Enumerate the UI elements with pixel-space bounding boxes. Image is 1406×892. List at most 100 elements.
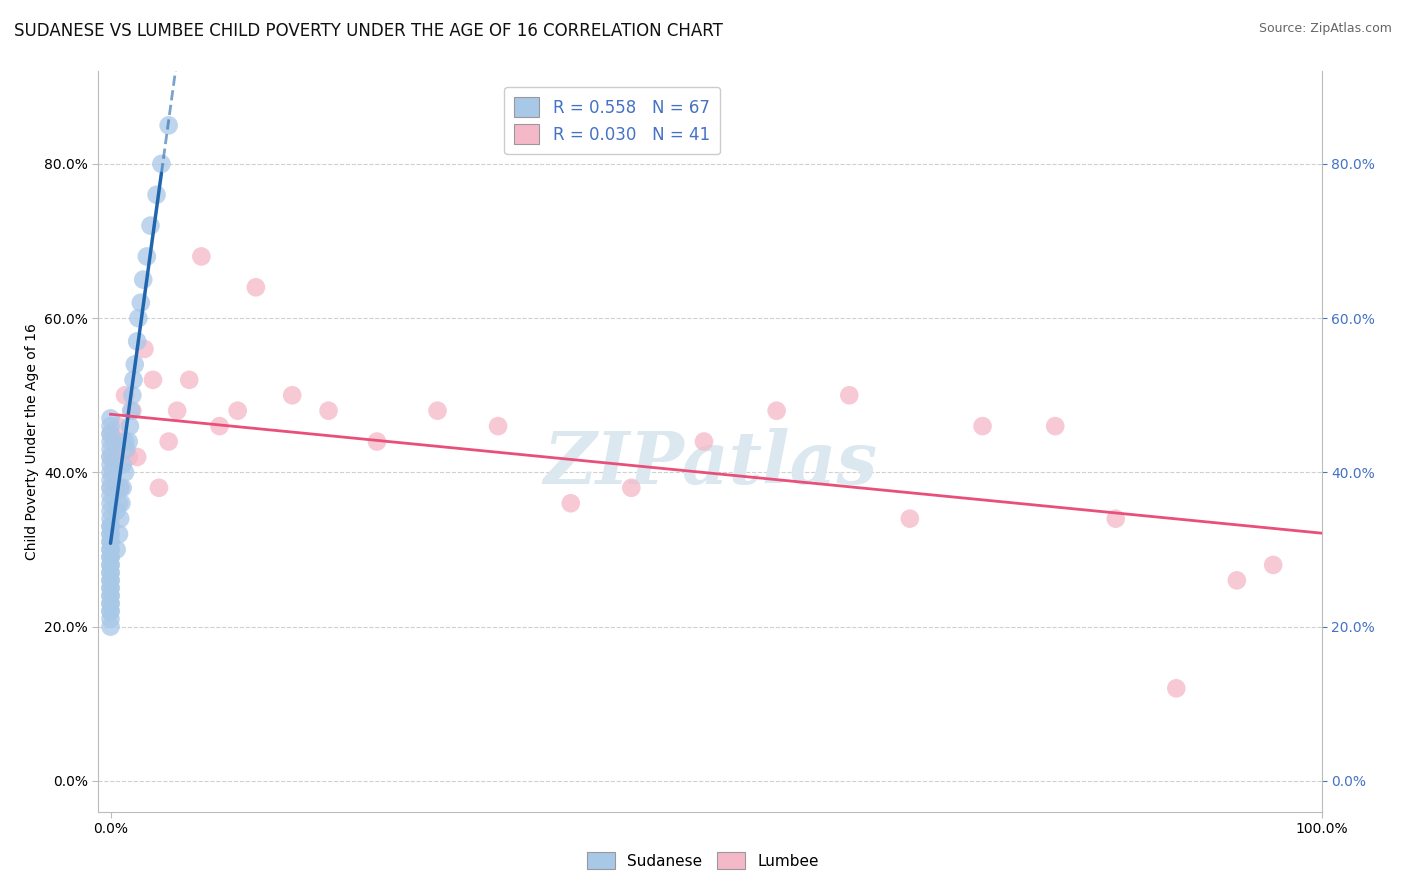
Point: [100, 466, 122, 480]
Point: [114, 466, 136, 480]
Point: [100, 581, 122, 595]
Text: ZIPatlas: ZIPatlas: [543, 428, 877, 500]
Point: [100, 527, 122, 541]
Point: [105, 542, 128, 557]
Point: [100, 411, 122, 425]
Point: [110, 511, 132, 525]
Point: [190, 250, 212, 264]
Point: [100, 619, 122, 633]
Point: [166, 403, 188, 417]
Point: [1043, 419, 1066, 434]
Point: [100, 511, 122, 525]
Point: [110, 481, 132, 495]
Point: [104, 481, 127, 495]
Point: [100, 442, 122, 457]
Point: [1226, 574, 1249, 588]
Point: [107, 419, 129, 434]
Point: [100, 496, 122, 510]
Point: [100, 566, 122, 580]
Point: [111, 434, 134, 449]
Point: [100, 542, 122, 557]
Point: [100, 481, 122, 495]
Point: [1105, 511, 1128, 525]
Point: [100, 550, 122, 565]
Point: [100, 597, 122, 611]
Point: [121, 388, 143, 402]
Text: SUDANESE VS LUMBEE CHILD POVERTY UNDER THE AGE OF 16 CORRELATION CHART: SUDANESE VS LUMBEE CHILD POVERTY UNDER T…: [14, 22, 723, 40]
Point: [100, 558, 122, 572]
Point: [100, 519, 122, 533]
Point: [1263, 558, 1285, 572]
Point: [100, 550, 122, 565]
Point: [100, 489, 122, 503]
Point: [560, 496, 582, 510]
Point: [121, 403, 143, 417]
Point: [100, 426, 122, 441]
Point: [134, 342, 156, 356]
Point: [142, 373, 165, 387]
Point: [114, 434, 136, 449]
Point: [105, 450, 128, 464]
Point: [145, 187, 167, 202]
Point: [108, 496, 131, 510]
Point: [129, 295, 152, 310]
Point: [110, 496, 132, 510]
Point: [118, 419, 141, 434]
Point: [150, 157, 173, 171]
Point: [100, 519, 122, 533]
Point: [124, 358, 146, 372]
Point: [226, 403, 249, 417]
Legend: R = 0.558   N = 67, R = 0.030   N = 41: R = 0.558 N = 67, R = 0.030 N = 41: [505, 87, 720, 154]
Point: [157, 119, 180, 133]
Point: [100, 481, 122, 495]
Point: [972, 419, 994, 434]
Point: [838, 388, 860, 402]
Point: [127, 311, 149, 326]
Point: [122, 373, 145, 387]
Point: [100, 566, 122, 580]
Point: [100, 534, 122, 549]
Point: [100, 527, 122, 541]
Point: [318, 403, 340, 417]
Point: [898, 511, 921, 525]
Point: [100, 458, 122, 472]
Point: [100, 426, 122, 441]
Point: [281, 388, 304, 402]
Point: [118, 450, 141, 464]
Point: [366, 434, 388, 449]
Point: [100, 434, 122, 449]
Point: [100, 574, 122, 588]
Point: [132, 272, 155, 286]
Point: [127, 334, 149, 349]
Point: [148, 481, 170, 495]
Point: [108, 527, 131, 541]
Point: [127, 450, 149, 464]
Legend: Sudanese, Lumbee: Sudanese, Lumbee: [581, 846, 825, 875]
Point: [100, 604, 122, 618]
Point: [105, 504, 128, 518]
Point: [426, 403, 449, 417]
Point: [765, 403, 787, 417]
Y-axis label: Child Poverty Under the Age of 16: Child Poverty Under the Age of 16: [24, 323, 38, 560]
Point: [100, 473, 122, 487]
Point: [139, 219, 162, 233]
Point: [100, 542, 122, 557]
Point: [135, 250, 157, 264]
Point: [208, 419, 231, 434]
Point: [100, 612, 122, 626]
Point: [115, 442, 138, 457]
Point: [100, 574, 122, 588]
Point: [100, 589, 122, 603]
Point: [179, 373, 201, 387]
Point: [620, 481, 643, 495]
Point: [100, 581, 122, 595]
Point: [101, 466, 124, 480]
Point: [110, 481, 132, 495]
Point: [693, 434, 716, 449]
Point: [100, 558, 122, 572]
Point: [100, 450, 122, 464]
Point: [120, 403, 142, 417]
Point: [114, 388, 136, 402]
Point: [100, 589, 122, 603]
Point: [157, 434, 180, 449]
